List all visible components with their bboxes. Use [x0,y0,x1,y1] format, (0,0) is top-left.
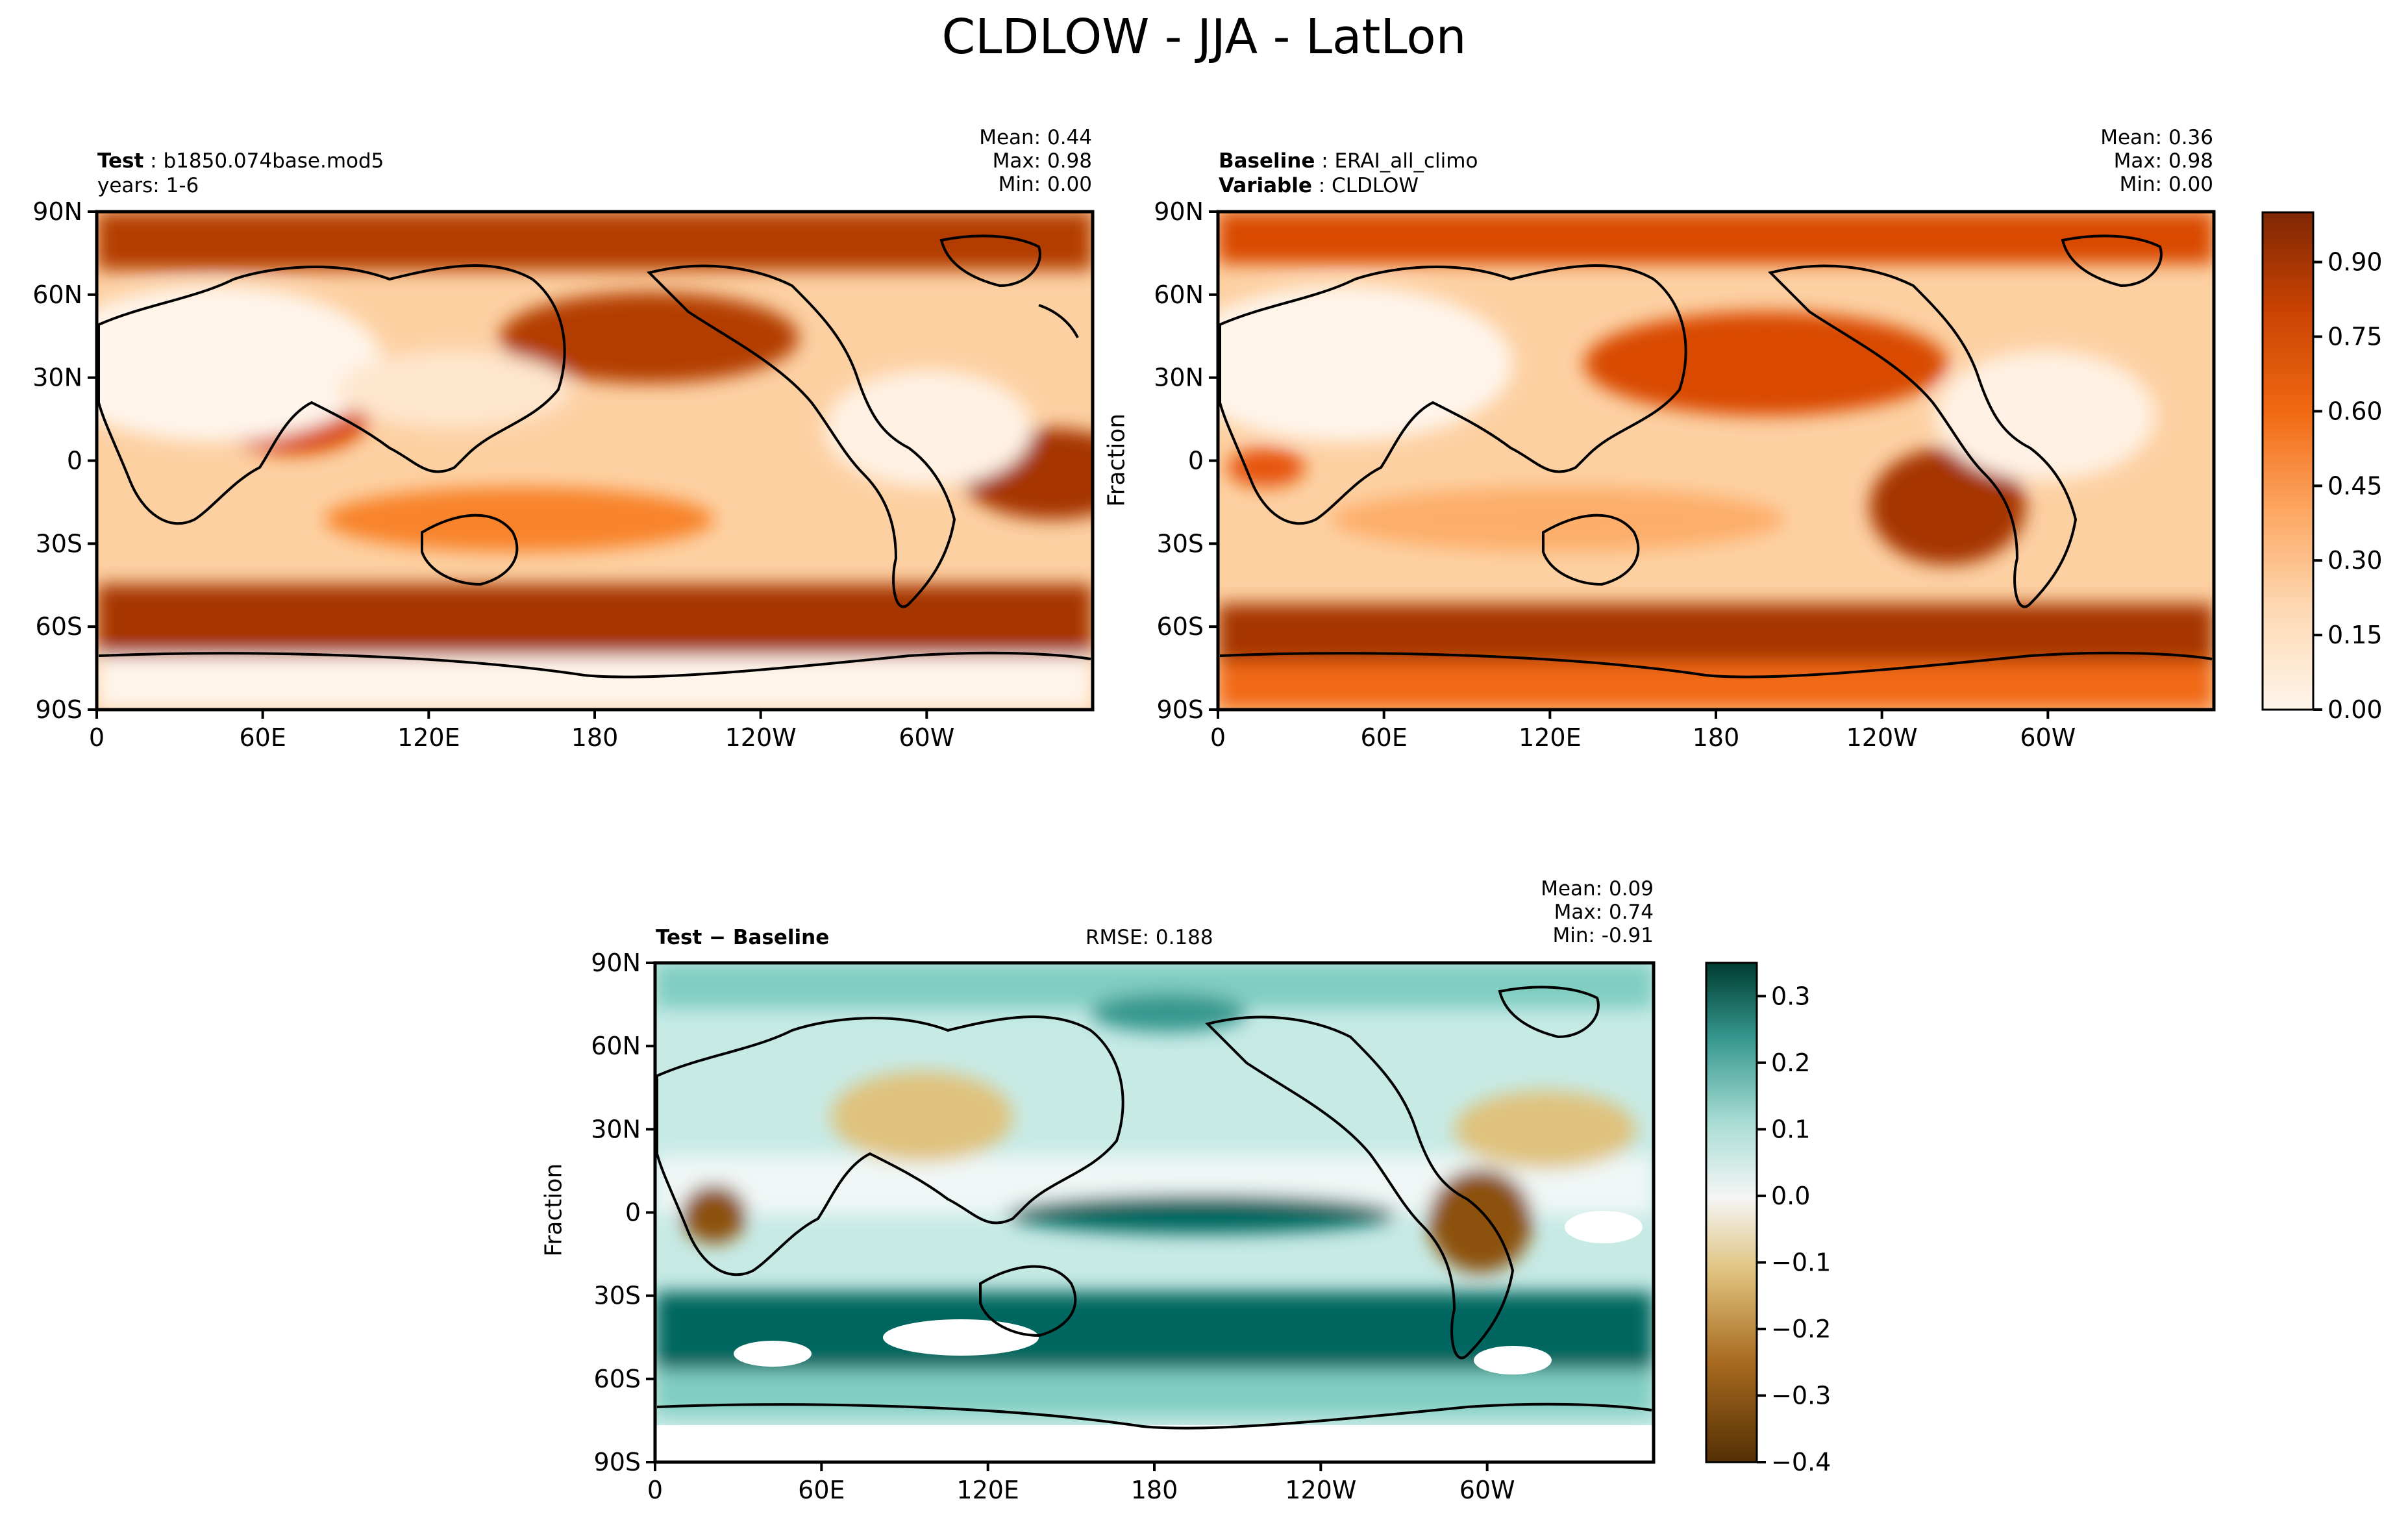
diff-colorbar-label: 0.1 [1771,1115,1810,1143]
diff-map [655,963,1654,1462]
test-xtick-label: 120W [725,723,797,752]
baseline-xtick-label: 180 [1693,723,1740,752]
diff-colorbar-label: 0.3 [1771,982,1810,1010]
baseline-ytick-label: 90S [1157,695,1204,724]
diff-xtick-label: 120E [956,1476,1019,1504]
diff-ytick-label: 90N [591,949,641,977]
baseline-ytick-label: 30N [1154,364,1204,392]
baseline-colorbar-label: 0.15 [2327,621,2383,649]
baseline-stats: Mean: 0.36 Max: 0.98 Min: 0.00 [2100,126,2213,196]
diff-xtick-label: 120W [1285,1476,1356,1504]
test-xtick-label: 60E [239,723,286,752]
test-xtick-label: 120E [397,723,460,752]
figure-title: CLDLOW - JJA - LatLon [941,9,1467,65]
baseline-xtick-label: 120W [1846,723,1918,752]
baseline-ytick-label: 60S [1157,612,1204,641]
baseline-label: Baseline : ERAI_all_climo [1219,149,1478,173]
test-xtick-label: 180 [571,723,619,752]
diff-ytick-label: 90S [594,1448,641,1476]
diff-ytick-label: 60S [594,1365,641,1393]
diff-colorbar-label: −0.4 [1771,1448,1831,1476]
diff-colorbar-label: 0.2 [1771,1049,1810,1077]
diff-colorbar-label: −0.3 [1771,1381,1831,1410]
diff-ytick-label: 0 [625,1199,641,1227]
diff-xtick-label: 0 [647,1476,663,1504]
test-label: Test : b1850.074base.mod5 [97,149,384,173]
baseline-colorbar-label: 0.30 [2327,546,2383,575]
diff-xtick-label: 180 [1131,1476,1178,1504]
baseline-colorbar-label: 0.60 [2327,397,2383,425]
test-ytick-label: 60S [36,612,82,641]
baseline-variable: Variable : CLDLOW [1219,174,1419,197]
baseline-ytick-label: 60N [1154,280,1204,309]
baseline-xtick-label: 0 [1210,723,1226,752]
baseline-map [1218,212,2214,710]
test-xtick-label: 60W [899,723,954,752]
baseline-colorbar-label: 0.75 [2327,323,2383,351]
diff-ytick-label: 30S [594,1282,641,1310]
baseline-xtick-label: 120E [1519,723,1582,752]
baseline-colorbar-label: 0.90 [2327,248,2383,277]
test-ytick-label: 30N [32,364,82,392]
diff-colorbar-label: 0.0 [1771,1182,1810,1210]
diff-colorbar [1705,962,1758,1463]
baseline-ylabel: Fraction [1103,413,1130,507]
baseline-xtick-label: 60W [2020,723,2076,752]
diff-xtick-label: 60W [1459,1476,1515,1504]
test-ytick-label: 90S [36,695,82,724]
baseline-ytick-label: 90N [1154,197,1204,226]
test-ytick-label: 90N [32,197,82,226]
baseline-colorbar [2261,211,2315,711]
diff-colorbar-label: −0.2 [1771,1315,1831,1343]
diff-stats: Mean: 0.09 Max: 0.74 Min: -0.91 [1541,877,1654,947]
test-xtick-label: 0 [89,723,105,752]
test-map [97,212,1093,710]
diff-ytick-label: 30N [591,1115,641,1143]
diff-label: Test − Baseline [656,926,830,949]
test-stats: Mean: 0.44 Max: 0.98 Min: 0.00 [979,126,1092,196]
baseline-colorbar-label: 0.45 [2327,471,2383,500]
baseline-ytick-label: 0 [1188,447,1204,475]
diff-ytick-label: 60N [591,1032,641,1060]
diff-colorbar-label: −0.1 [1771,1248,1831,1276]
test-ytick-label: 30S [36,529,82,558]
diff-ylabel: Fraction [540,1163,567,1257]
diff-xtick-label: 60E [798,1476,845,1504]
baseline-colorbar-label: 0.00 [2327,695,2383,724]
baseline-ytick-label: 30S [1157,529,1204,558]
test-ytick-label: 60N [32,280,82,309]
diff-rmse: RMSE: 0.188 [1086,926,1213,949]
test-ytick-label: 0 [67,447,82,475]
test-subline: years: 1-6 [97,174,199,197]
baseline-xtick-label: 60E [1360,723,1407,752]
